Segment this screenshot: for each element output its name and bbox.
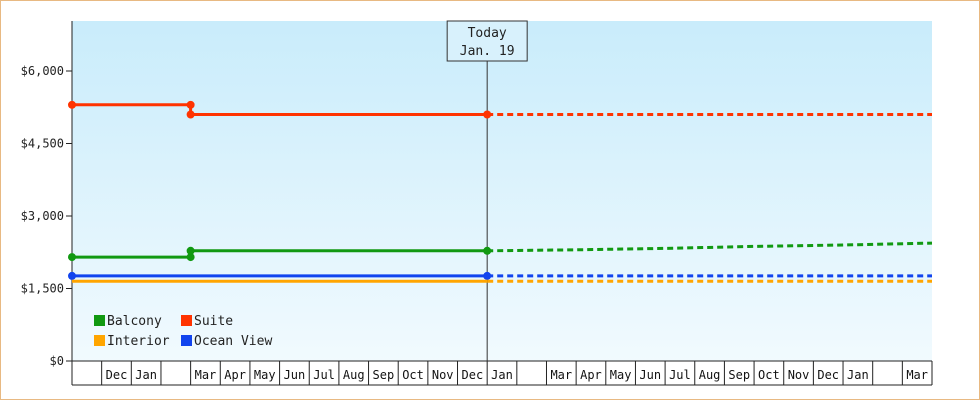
x-month-label: Jul: [313, 368, 335, 382]
legend-swatch: [94, 315, 105, 326]
balcony-point: [186, 253, 195, 262]
plot-background: [72, 21, 932, 361]
y-tick-label: $4,500: [21, 137, 64, 151]
suite-point: [68, 100, 76, 109]
today-title: Today: [468, 26, 507, 41]
legend-label: Balcony: [107, 314, 162, 329]
suite-actual-line: [72, 103, 488, 116]
x-month-label: Oct: [758, 368, 780, 382]
x-month-label: Jan: [491, 368, 513, 382]
x-month-label: Mar: [195, 368, 217, 382]
x-month-label: Jan: [135, 368, 157, 382]
x-month-label: Jul: [669, 368, 691, 382]
x-month-label: Jan: [847, 368, 869, 382]
legend-swatch: [94, 335, 105, 346]
x-month-label: May: [610, 368, 632, 382]
ocean-view-point: [68, 271, 76, 280]
balcony-point: [68, 253, 76, 262]
x-axis: Dec Jan Mar Apr May Jun Jul Aug Sep Oct Nov Dec Jan M…: [71, 360, 933, 386]
x-month-label: Dec: [462, 368, 484, 382]
x-month-label: Dec: [817, 368, 839, 382]
x-month-label: Jun: [639, 368, 661, 382]
x-month-label: Apr: [224, 368, 246, 382]
x-month-label: Aug: [343, 368, 365, 382]
balcony-projected-line: [487, 241, 933, 253]
legend-swatch: [181, 315, 192, 326]
x-month-label: Mar: [906, 368, 928, 382]
y-tick-label: $1,500: [21, 282, 64, 296]
y-tick-label: $6,000: [21, 64, 64, 78]
balcony-point: [186, 246, 195, 255]
legend-label: Suite: [194, 314, 233, 329]
y-tick-label: $3,000: [21, 209, 64, 223]
x-month-label: Jun: [284, 368, 306, 382]
ocean-view-point: [483, 271, 492, 280]
x-month-label: Sep: [728, 368, 750, 382]
today-box: [446, 20, 528, 62]
x-month-label: Dec: [106, 368, 128, 382]
x-month-label: Mar: [550, 368, 572, 382]
series-lines: [68, 100, 933, 283]
x-month-label: Nov: [432, 368, 454, 382]
legend-label: Ocean View: [194, 334, 272, 349]
x-month-label: Oct: [402, 368, 424, 382]
suite-point: [186, 110, 195, 119]
legend-label: Interior: [107, 334, 170, 349]
x-month-label: Nov: [788, 368, 810, 382]
x-month-label: Apr: [580, 368, 602, 382]
y-tick-label: $0: [50, 354, 64, 368]
y-axis: $0 $1,500 $3,000 $4,500 $6,000: [21, 21, 73, 368]
balcony-point: [483, 246, 492, 255]
suite-point: [186, 100, 195, 109]
today-marker: Today Jan. 19: [446, 20, 528, 361]
legend-swatch: [181, 335, 192, 346]
x-month-label: Aug: [699, 368, 721, 382]
x-month-label: May: [254, 368, 276, 382]
x-month-label: Sep: [373, 368, 395, 382]
suite-point: [483, 110, 492, 119]
legend: Balcony Suite Interior Ocean View: [94, 314, 272, 349]
today-date: Jan. 19: [460, 44, 515, 59]
